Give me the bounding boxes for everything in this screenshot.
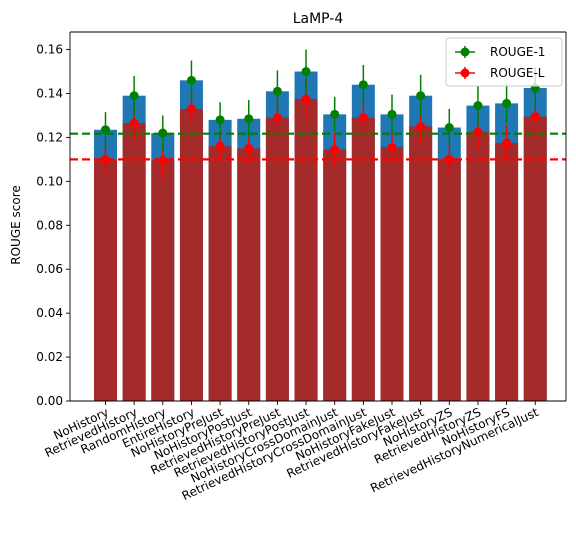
data-point-marker xyxy=(244,143,254,153)
bar-rougel xyxy=(523,116,547,401)
bars-layer xyxy=(94,71,547,402)
bar-rougel xyxy=(380,147,404,401)
y-tick-label: 0.06 xyxy=(36,262,63,276)
data-point-marker xyxy=(244,114,254,124)
y-axis-label: ROUGE score xyxy=(9,185,23,265)
y-tick-label: 0.02 xyxy=(36,350,63,364)
data-point-marker xyxy=(530,112,540,122)
error-bars-layer xyxy=(101,49,540,177)
data-point-marker xyxy=(358,113,368,123)
data-point-marker xyxy=(272,113,282,123)
data-point-marker xyxy=(158,128,168,138)
data-point-marker xyxy=(416,91,426,101)
y-tick-label: 0.04 xyxy=(36,306,63,320)
data-point-marker xyxy=(502,98,512,108)
y-tick-label: 0.10 xyxy=(36,174,63,188)
legend-marker-rouge1 xyxy=(460,47,470,57)
data-point-marker xyxy=(215,141,225,151)
y-tick-label: 0.12 xyxy=(36,130,63,144)
bar-rougel xyxy=(437,159,461,401)
y-tick-label: 0.00 xyxy=(36,394,63,408)
data-point-marker xyxy=(186,104,196,114)
data-point-marker xyxy=(387,142,397,152)
bar-rougel xyxy=(237,148,261,401)
bar-rougel xyxy=(409,126,433,402)
legend-label: ROUGE-L xyxy=(490,66,545,80)
bar-rougel xyxy=(94,159,117,401)
data-point-marker xyxy=(101,125,110,135)
data-point-marker xyxy=(129,118,139,128)
data-point-marker xyxy=(301,94,311,104)
bar-rougel xyxy=(466,131,490,401)
data-point-marker xyxy=(444,154,454,164)
data-point-marker xyxy=(301,67,311,77)
y-tick-label: 0.08 xyxy=(36,218,63,232)
data-point-marker xyxy=(272,86,282,96)
data-point-marker xyxy=(387,109,397,119)
chart-title: LaMP-4 xyxy=(293,11,344,27)
y-tick-label: 0.14 xyxy=(36,87,63,101)
reference-lines-layer xyxy=(70,132,566,161)
data-point-marker xyxy=(215,115,225,125)
data-point-marker xyxy=(358,80,368,90)
bar-rougel xyxy=(151,160,175,401)
bar-rougel xyxy=(351,117,375,402)
bar-rougel xyxy=(265,117,289,402)
data-point-marker xyxy=(129,91,139,101)
bar-rougel xyxy=(294,98,318,401)
data-point-marker xyxy=(101,154,110,164)
legend-items: ROUGE-1 ROUGE-L xyxy=(455,45,545,80)
data-point-marker xyxy=(330,145,340,155)
bar-rougel xyxy=(122,123,146,401)
data-point-marker xyxy=(158,155,168,165)
data-point-marker xyxy=(186,75,196,85)
legend: ROUGE-1 ROUGE-L xyxy=(445,37,563,87)
data-point-marker xyxy=(330,109,340,119)
data-point-marker xyxy=(444,123,454,133)
data-point-marker xyxy=(473,127,483,137)
bar-rougel xyxy=(179,108,203,401)
data-point-marker xyxy=(473,101,483,111)
bar-rougel xyxy=(495,142,519,401)
legend-label: ROUGE-1 xyxy=(490,45,545,59)
legend-marker-rougel xyxy=(460,68,470,78)
data-point-marker xyxy=(416,121,426,131)
data-point-marker xyxy=(502,138,512,148)
bar-rougel xyxy=(323,149,347,401)
y-tick-label: 0.16 xyxy=(36,43,63,57)
legend-frame xyxy=(445,37,563,87)
bar-rougel xyxy=(208,146,232,401)
